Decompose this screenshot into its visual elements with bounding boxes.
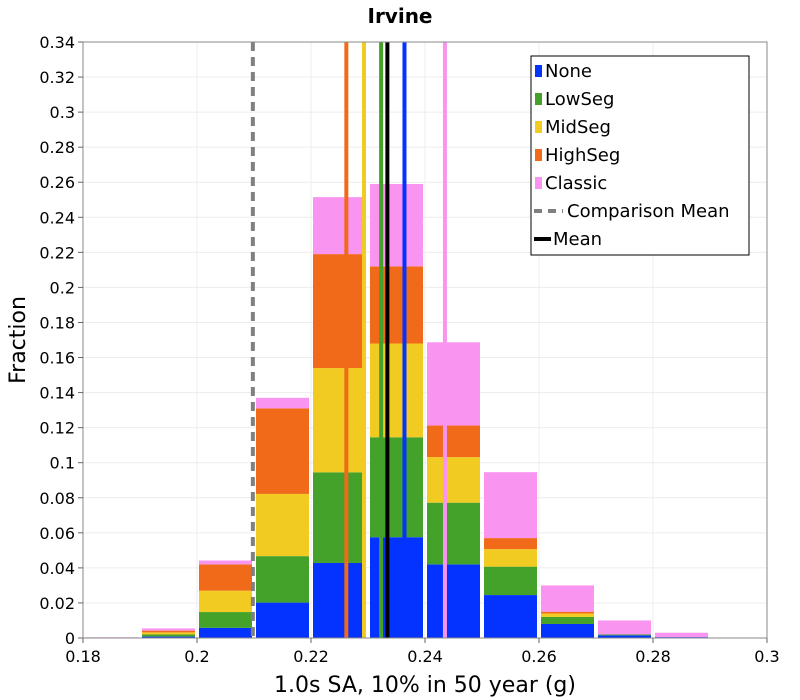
bar-classic-bin-4 xyxy=(313,197,366,255)
stacked-bars xyxy=(85,183,708,638)
y-tick-label: 0.2 xyxy=(50,278,75,297)
legend-label-classic: Classic xyxy=(545,173,607,194)
y-tick-label: 0.28 xyxy=(39,138,75,157)
bar-highseg-bin-8 xyxy=(541,611,594,614)
x-tick-label: 0.18 xyxy=(65,647,101,666)
bar-none-bin-1 xyxy=(142,636,195,638)
x-tick-label: 0.3 xyxy=(754,647,779,666)
legend-label-comparison-mean: Comparison Mean xyxy=(567,201,730,222)
bar-midseg-bin-3 xyxy=(256,493,309,557)
bar-classic-bin-2 xyxy=(199,560,252,565)
axis-ticks: 0 0.02 0.04 0.06 0.08 0.1 0.12 0.14 0.16 0.18 0.2 0… xyxy=(39,33,779,666)
bar-midseg-bin-5 xyxy=(370,343,423,438)
bar-lowseg-bin-5 xyxy=(370,437,423,538)
bar-midseg-bin-1 xyxy=(142,632,195,635)
legend-label-lowseg: LowSeg xyxy=(545,89,614,110)
bar-lowseg-bin-7 xyxy=(484,566,537,596)
legend-label-highseg: HighSeg xyxy=(545,145,620,166)
bar-midseg-bin-8 xyxy=(541,613,594,617)
y-tick-label: 0.12 xyxy=(39,419,75,438)
bar-highseg-bin-2 xyxy=(199,564,252,591)
x-tick-label: 0.2 xyxy=(184,647,209,666)
legend-swatch-lowseg xyxy=(535,93,542,105)
bar-none-bin-4 xyxy=(313,562,366,638)
y-tick-label: 0.22 xyxy=(39,243,75,262)
y-tick-label: 0.3 xyxy=(50,103,75,122)
legend-label-none: None xyxy=(545,61,592,82)
x-tick-label: 0.22 xyxy=(293,647,329,666)
chart-title: Irvine xyxy=(368,4,433,28)
y-tick-label: 0.06 xyxy=(39,524,75,543)
bar-classic-bin-6 xyxy=(427,342,480,426)
bar-highseg-bin-7 xyxy=(484,538,537,550)
bar-classic-bin-3 xyxy=(256,397,309,409)
bar-highseg-bin-3 xyxy=(256,408,309,494)
bar-lowseg-bin-4 xyxy=(313,472,366,563)
y-tick-label: 0.04 xyxy=(39,559,75,578)
bar-lowseg-bin-1 xyxy=(142,634,195,637)
bar-highseg-bin-1 xyxy=(142,630,195,633)
bar-lowseg-bin-9 xyxy=(598,634,651,636)
y-tick-label: 0.26 xyxy=(39,173,75,192)
bar-highseg-bin-4 xyxy=(313,254,366,369)
y-tick-label: 0.32 xyxy=(39,68,75,87)
bar-classic-bin-9 xyxy=(598,620,651,635)
bar-midseg-bin-4 xyxy=(313,368,366,473)
bar-classic-bin-8 xyxy=(541,585,594,612)
legend-swatch-highseg xyxy=(535,149,542,161)
bar-none-bin-8 xyxy=(541,623,594,638)
legend-swatch-midseg xyxy=(535,121,542,133)
bar-none-bin-9 xyxy=(598,635,651,638)
bar-none-bin-5 xyxy=(370,537,423,638)
bar-classic-bin-10 xyxy=(655,632,708,638)
x-tick-label: 0.26 xyxy=(521,647,557,666)
y-tick-label: 0.34 xyxy=(39,33,75,52)
mean-lines xyxy=(250,42,447,638)
y-tick-label: 0.18 xyxy=(39,313,75,332)
bar-classic-bin-7 xyxy=(484,472,537,539)
legend-swatch-none xyxy=(535,65,542,77)
legend: None LowSeg MidSeg HighSeg Classic Comparison… xyxy=(530,55,750,256)
y-tick-label: 0.16 xyxy=(39,349,75,368)
y-tick-label: 0.1 xyxy=(50,454,75,473)
legend-label-midseg: MidSeg xyxy=(545,117,611,138)
x-axis-title: 1.0s SA, 10% in 50 year (g) xyxy=(274,673,576,698)
y-axis-title: Fraction xyxy=(6,296,31,384)
bar-midseg-bin-6 xyxy=(427,457,480,503)
bar-none-bin-6 xyxy=(427,564,480,638)
y-tick-label: 0.14 xyxy=(39,384,75,403)
bar-highseg-bin-5 xyxy=(370,266,423,344)
bar-highseg-bin-6 xyxy=(427,425,480,458)
y-tick-label: 0 xyxy=(65,629,75,648)
bar-midseg-bin-7 xyxy=(484,549,537,567)
bar-midseg-bin-2 xyxy=(199,590,252,613)
x-tick-label: 0.28 xyxy=(635,647,671,666)
bar-none-bin-3 xyxy=(256,602,309,638)
legend-box xyxy=(530,55,750,256)
bar-lowseg-bin-8 xyxy=(541,616,594,624)
bar-none-bin-2 xyxy=(199,627,252,638)
bar-lowseg-bin-6 xyxy=(427,502,480,565)
bar-lowseg-bin-3 xyxy=(256,556,309,603)
bar-none-bin-7 xyxy=(484,595,537,638)
x-tick-label: 0.24 xyxy=(407,647,443,666)
bar-classic-bin-1 xyxy=(142,628,195,631)
bar-lowseg-bin-2 xyxy=(199,612,252,628)
y-tick-label: 0.24 xyxy=(39,208,75,227)
legend-label-mean: Mean xyxy=(553,229,602,250)
y-tick-label: 0.08 xyxy=(39,489,75,508)
legend-swatch-classic xyxy=(535,177,542,189)
bar-classic-bin-5 xyxy=(370,183,423,267)
y-tick-label: 0.02 xyxy=(39,594,75,613)
